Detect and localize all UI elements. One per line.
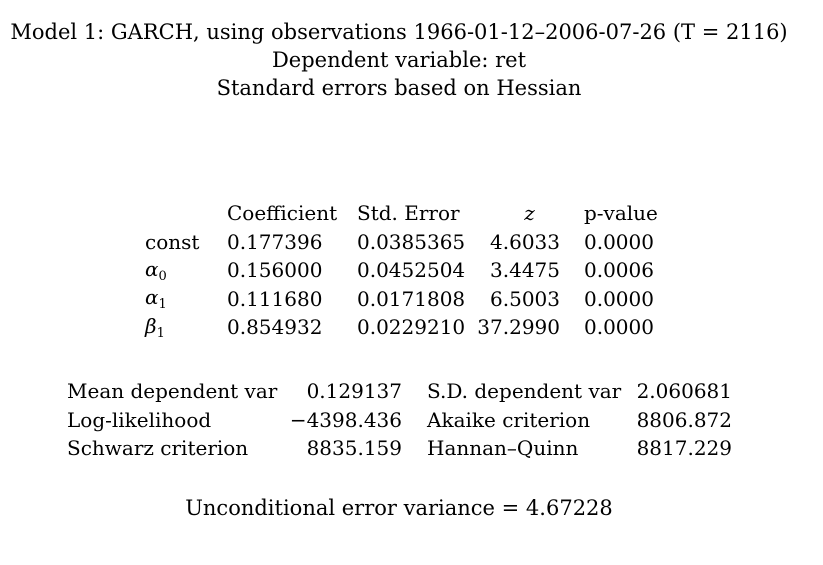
- se-value: 0.0385365: [357, 229, 466, 254]
- coef-value: 0.111680: [227, 286, 323, 311]
- se-value: 0.0171808: [357, 286, 466, 311]
- header-z: z: [524, 201, 535, 226]
- param-name: β1: [140, 313, 227, 342]
- p-value: 0.0000: [584, 229, 654, 254]
- greek-subscript: 1: [158, 297, 167, 313]
- p-value: 0.0006: [584, 258, 654, 283]
- greek-subscript: 0: [158, 268, 167, 284]
- z-value: 37.2990: [477, 315, 560, 340]
- coef-value: 0.177396: [227, 229, 323, 254]
- table-row: α0 0.156000 0.0452504 3.4475 0.0006: [140, 256, 674, 285]
- coef-value: 0.854932: [227, 315, 323, 340]
- coef-value: 0.156000: [227, 258, 323, 283]
- p-value: 0.0000: [584, 315, 654, 340]
- stat-value: 2.060681: [636, 379, 732, 404]
- stat-value: 0.129137: [306, 379, 402, 404]
- stats-row: Mean dependent var 0.129137 S.D. depende…: [67, 377, 732, 406]
- stat-label: Log-likelihood: [67, 407, 212, 432]
- table-row: const 0.177396 0.0385365 4.6033 0.0000: [140, 228, 674, 257]
- table-row: α1 0.111680 0.0171808 6.5003 0.0000: [140, 285, 674, 314]
- unconditional-error-variance: Unconditional error variance = 4.67228: [185, 496, 613, 520]
- stat-value: −4398.436: [289, 407, 402, 432]
- param-name: const: [145, 229, 200, 254]
- param-name: α0: [140, 256, 227, 285]
- se-value: 0.0452504: [357, 258, 466, 283]
- stats-row: Log-likelihood −4398.436 Akaike criterio…: [67, 406, 732, 435]
- header-blank: [140, 199, 227, 228]
- param-name: α1: [140, 285, 227, 314]
- z-value: 6.5003: [490, 286, 560, 311]
- table-row: β1 0.854932 0.0229210 37.2990 0.0000: [140, 313, 674, 342]
- stats-row: Schwarz criterion 8835.159 Hannan–Quinn …: [67, 434, 732, 463]
- stat-label: Akaike criterion: [427, 407, 591, 432]
- header-coefficient: Coefficient: [227, 201, 338, 226]
- model-title: Model 1: GARCH, using observations 1966-…: [10, 20, 788, 44]
- model-header: Model 1: GARCH, using observations 1966-…: [0, 18, 798, 102]
- stat-label: Hannan–Quinn: [427, 436, 579, 461]
- stat-label: Mean dependent var: [67, 379, 278, 404]
- coefficient-header-row: Coefficient Std. Error z p-value: [140, 199, 674, 228]
- greek-symbol: β: [145, 313, 157, 338]
- stat-label: S.D. dependent var: [427, 379, 622, 404]
- stat-label: Schwarz criterion: [67, 436, 249, 461]
- greek-symbol: α: [145, 285, 159, 310]
- header-p-value: p-value: [584, 201, 658, 226]
- header-std-error: Std. Error: [357, 201, 460, 226]
- stat-value: 8817.229: [636, 436, 732, 461]
- dependent-variable: Dependent variable: ret: [271, 48, 527, 72]
- summary-statistics-table: Mean dependent var 0.129137 S.D. depende…: [67, 377, 732, 463]
- z-value: 3.4475: [490, 258, 560, 283]
- coefficient-table: Coefficient Std. Error z p-value const 0…: [140, 199, 674, 342]
- stat-value: 8806.872: [636, 407, 732, 432]
- greek-symbol: α: [145, 256, 159, 281]
- z-value: 4.6033: [490, 229, 560, 254]
- stat-value: 8835.159: [306, 436, 402, 461]
- standard-errors-note: Standard errors based on Hessian: [216, 76, 582, 100]
- greek-subscript: 1: [156, 325, 165, 341]
- se-value: 0.0229210: [357, 315, 466, 340]
- p-value: 0.0000: [584, 286, 654, 311]
